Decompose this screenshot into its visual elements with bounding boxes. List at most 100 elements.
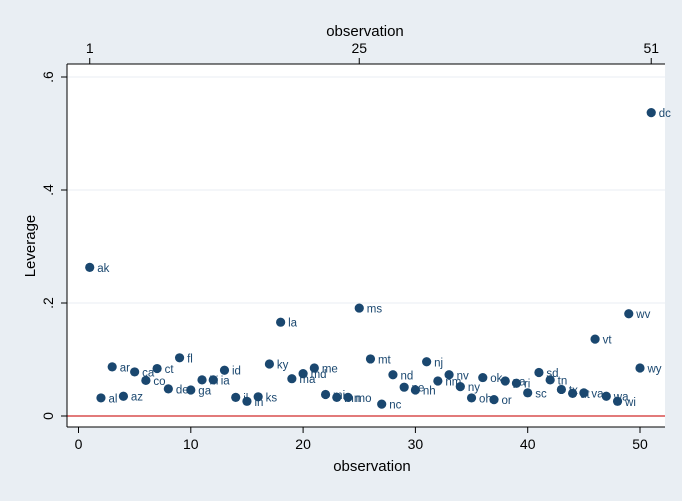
point-label-wy: wy [647, 363, 662, 375]
x-tick-label: 0 [75, 436, 83, 452]
x-tick-label: 30 [408, 436, 424, 452]
point-label-la: la [288, 318, 298, 330]
data-point-nm [433, 376, 443, 386]
point-label-ks: ks [266, 392, 278, 404]
data-point-nc [377, 399, 387, 409]
data-point-mo [343, 392, 353, 402]
data-point-me [309, 363, 319, 373]
x-axis-title: observation [333, 458, 411, 475]
point-label-mt: mt [378, 354, 392, 366]
point-label-ky: ky [277, 360, 289, 372]
data-point-mi [320, 389, 331, 400]
x-tick-label: 50 [632, 436, 648, 452]
top-axis-title: observation [326, 23, 404, 40]
x-tick-label: 40 [520, 436, 536, 452]
y-tick-label: 0 [40, 412, 56, 420]
data-point-mt [365, 354, 376, 364]
axes [66, 63, 665, 428]
data-point-vt [590, 334, 600, 344]
point-label-ny: ny [468, 382, 480, 394]
gridlines [67, 76, 665, 304]
data-point-ca [130, 367, 140, 377]
data-point-dc [646, 107, 656, 118]
ticks: 0 .2 .4 .6 0 10 20 30 40 50 1 25 51 [40, 40, 659, 452]
data-point-or [489, 395, 499, 405]
data-point-wy [635, 363, 645, 373]
data-point-ar [107, 362, 117, 372]
data-point-ia [208, 375, 218, 385]
y-tick-label: .6 [40, 71, 56, 83]
point-label-nj: nj [434, 357, 443, 369]
data-point-nh [410, 385, 420, 395]
data-point-ks [253, 392, 263, 402]
data-point-de [163, 384, 173, 394]
plot-area [67, 64, 665, 427]
point-label-al: al [108, 393, 117, 405]
data-point-wa [601, 391, 611, 401]
point-label-dc: dc [659, 108, 671, 120]
top-tick-label: 51 [643, 40, 659, 56]
data-point-ut [568, 388, 578, 398]
point-label-or: or [502, 395, 512, 407]
point-label-ak: ak [97, 263, 109, 275]
data-point-sc [523, 388, 533, 398]
data-point-wv [624, 309, 634, 319]
data-point-az [118, 391, 129, 401]
data-point-ok [478, 372, 488, 383]
data-point-ri [511, 378, 522, 388]
data-points: akalarazcacoctdeflgahiiaidilinkskylamamd… [85, 107, 671, 412]
x-tick-label: 10 [183, 436, 199, 452]
point-label-nc: nc [389, 400, 401, 412]
point-label-wv: wv [635, 309, 650, 321]
data-point-sd [534, 367, 544, 378]
point-label-ct: ct [165, 364, 175, 376]
point-label-nv: nv [457, 370, 469, 382]
point-label-az: az [131, 392, 143, 404]
data-point-tx [556, 384, 566, 395]
y-tick-label: .2 [40, 297, 56, 309]
data-point-nj [422, 357, 432, 367]
point-label-sc: sc [535, 388, 547, 400]
data-point-oh [466, 393, 477, 403]
data-point-nv [444, 370, 454, 380]
point-label-id: id [232, 366, 241, 378]
y-axis-title: Leverage [22, 215, 39, 278]
y-tick-label: .4 [40, 184, 56, 196]
data-point-ak [85, 262, 95, 273]
point-label-fl: fl [187, 353, 193, 365]
data-point-hi [197, 375, 207, 385]
data-point-mn [332, 392, 342, 402]
point-label-ok: ok [490, 373, 502, 385]
data-point-fl [174, 353, 185, 363]
point-label-me: me [322, 363, 338, 375]
data-point-ms [354, 303, 364, 313]
data-point-va [579, 388, 589, 398]
data-point-pa [500, 376, 510, 386]
data-point-il [231, 392, 241, 402]
point-label-ms: ms [367, 304, 383, 316]
data-point-co [141, 375, 151, 386]
data-point-tn [545, 375, 555, 385]
data-point-ky [264, 359, 275, 369]
point-label-vt: vt [603, 335, 613, 347]
point-label-nh: nh [423, 386, 436, 398]
top-tick-label: 25 [351, 40, 367, 56]
data-point-la [276, 317, 286, 327]
point-label-ri: ri [524, 379, 530, 391]
point-label-co: co [153, 376, 165, 388]
point-label-nd: nd [400, 370, 413, 382]
data-point-md [298, 369, 308, 379]
data-point-ma [287, 374, 297, 384]
data-point-al [96, 393, 106, 403]
data-point-ny [455, 382, 465, 392]
point-label-de: de [176, 384, 189, 396]
point-label-tn: tn [558, 375, 568, 387]
data-point-in [242, 396, 252, 406]
point-label-va: va [591, 388, 604, 400]
point-label-in: in [254, 397, 263, 409]
point-label-ar: ar [120, 362, 130, 374]
x-tick-label: 20 [295, 436, 311, 452]
point-label-mo: mo [356, 393, 372, 405]
